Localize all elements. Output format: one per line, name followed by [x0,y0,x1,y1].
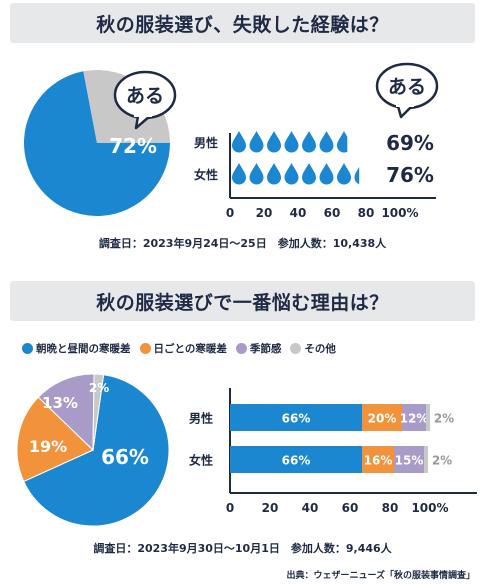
speech-bubble-icon [375,62,439,119]
legend: 朝晩と昼間の寒暖差 日ごとの寒暖差 季節感 その他 [22,341,336,356]
legend-label: 日ごとの寒暖差 [153,343,227,355]
water-drop-icon [284,163,299,185]
legend-swatch [22,343,33,354]
pie-slice [37,373,95,452]
speech-bubble-icon [113,70,177,130]
water-drop-icon [302,131,316,153]
water-drop-icon [337,163,351,185]
survey-info-1: 調査日：2023年9月24日～25日 参加人数：10,438人 [98,237,387,250]
water-drop-icon [267,131,281,153]
data-label: 66% [101,445,149,469]
x-tick-label: 100% [411,501,448,515]
water-drop-icon [319,163,334,185]
legend-item: 季節感 [235,341,282,356]
x-tick-label: 100% [381,206,418,220]
x-tick-label: 60 [342,501,359,515]
stacked-bar-chart-gender: 0 20 40 60 80 100% 男性 66% 20% 12% 2% 女性 66% 16% 15% 2% [189,388,477,515]
section1-title: 秋の服装選び、失敗した経験は？ [10,3,475,43]
water-drop-icon [284,131,299,153]
water-drop-icon [232,163,246,185]
source-credit: 出典：ウェザーニューズ「秋の服装事情調査」 [286,571,475,581]
callout-label: ある [388,76,426,98]
x-tick-label: 40 [302,501,319,515]
bar-segment [362,446,394,473]
water-drop-icon [302,163,316,185]
category-label: 女性 [189,453,213,468]
pie-slice [23,71,170,216]
legend-label: その他 [304,343,336,355]
legend-item: 日ごとの寒暖差 [139,341,227,356]
category-label: 男性 [189,411,213,426]
legend-item: その他 [290,341,336,356]
pictogram-bar [232,163,360,185]
pie-slice [16,396,94,483]
bar-segment [230,446,362,473]
legend-label: 季節感 [249,343,282,355]
water-drop-icon [337,131,348,153]
x-tick-label: 0 [226,206,234,220]
bar-segment [402,404,426,431]
water-drop-icon [232,131,246,153]
data-label: 16% [364,454,393,468]
x-tick-label: 60 [324,206,341,220]
x-tick-label: 0 [226,501,234,515]
data-label: 12% [400,412,429,426]
pie-slice [92,373,105,451]
legend-swatch [139,343,151,354]
bar-segment [394,446,424,473]
data-label: 13% [42,394,78,412]
water-drop-icon [249,131,264,153]
category-label: 女性 [194,167,218,182]
data-label: 66% [282,412,311,426]
x-tick-label: 40 [290,206,307,220]
data-label: 20% [368,412,397,426]
legend-swatch [290,343,302,354]
survey-info-2: 調査日：2023年9月30日～10月1日 参加人数：9,446人 [93,542,392,555]
data-label: 15% [395,454,424,468]
x-tick-label: 80 [382,501,399,515]
bar-segment [230,404,362,431]
water-drop-icon [354,167,360,185]
pie-slice [23,374,170,527]
data-label: 2% [89,381,109,395]
x-tick-label: 20 [256,206,273,220]
pictogram-bar [232,131,348,153]
x-tick-label: 20 [262,501,279,515]
legend-item: 朝晩と昼間の寒暖差 [22,341,131,356]
bar-segment [426,404,430,431]
callout-label: ある [126,85,164,107]
legend-swatch [235,343,247,354]
data-label: 72% [109,134,157,158]
water-drop-icon [319,131,334,153]
data-label: 76% [386,163,434,187]
x-tick-label: 80 [358,206,375,220]
pie-chart-reasons: 66% 19% 13% 2% [16,373,170,527]
data-label: 66% [282,454,311,468]
category-label: 男性 [194,135,218,150]
data-label: 2% [432,454,452,468]
section2-title: 秋の服装選びで一番悩む理由は？ [10,281,475,321]
legend-label: 朝晩と昼間の寒暖差 [36,343,131,355]
bar-segment [424,446,428,473]
data-label: 19% [29,437,67,456]
water-drop-icon [267,163,281,185]
bar-segment [362,404,402,431]
water-drop-icon [249,163,264,185]
data-label: 2% [434,412,454,426]
pie-chart-experience: 72% ある [23,70,177,216]
data-label: 69% [386,131,434,155]
